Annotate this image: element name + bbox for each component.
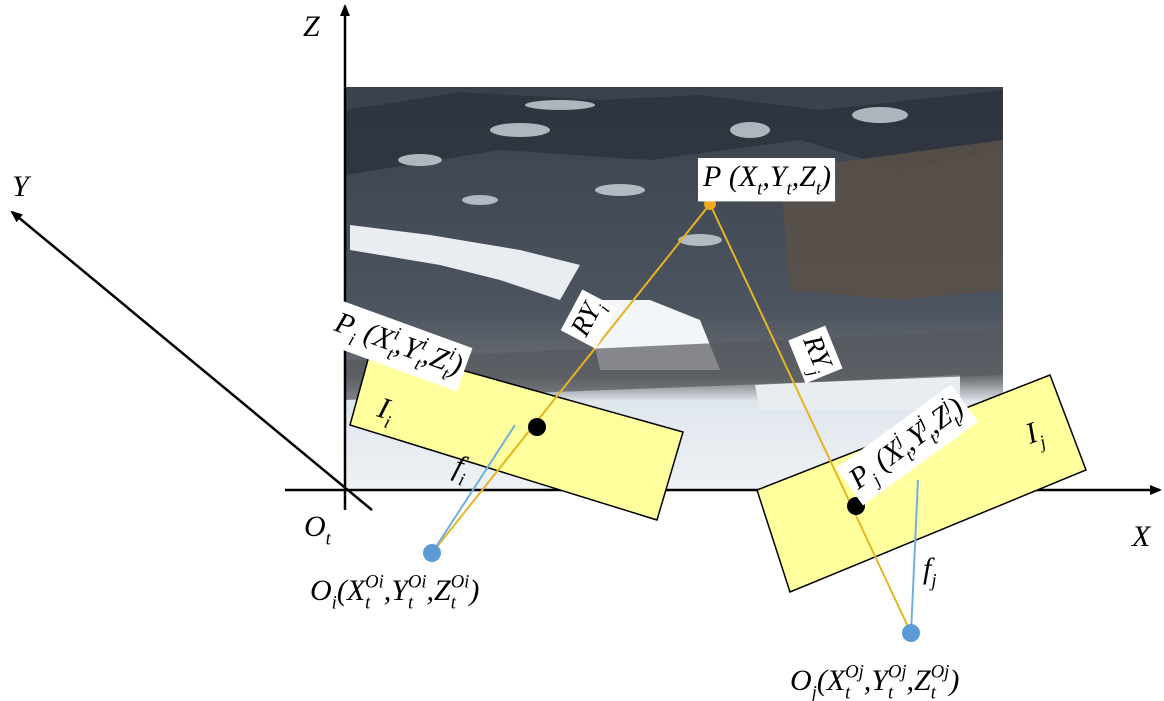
label-piece: t — [451, 592, 457, 613]
axis-y-label-text: Y — [12, 170, 32, 203]
axis-x-label-text: X — [1131, 520, 1152, 553]
label-piece: Oi — [408, 571, 427, 592]
axis-z-label-text: Z — [303, 10, 320, 43]
label-piece: Y — [12, 170, 32, 203]
label-piece: Oi — [451, 571, 470, 592]
label-piece: Z — [799, 160, 816, 193]
label-piece: ) — [947, 664, 959, 697]
label-piece: t — [365, 592, 371, 613]
label-piece: Oj — [888, 661, 907, 682]
label-piece: X — [346, 574, 367, 607]
label-piece: Z — [914, 664, 931, 697]
axis-z-label: Z — [303, 10, 320, 43]
label-piece: Z — [434, 574, 451, 607]
axis-x-label: X — [1131, 520, 1152, 553]
focal-j-label: fj — [923, 552, 937, 591]
focal-j-label-text: fj — [923, 552, 937, 591]
label-piece: Oi — [365, 571, 384, 592]
label-piece: t — [931, 682, 937, 701]
center-j-label-text: Oj(XtOj, YtOj, ZtOj) — [790, 661, 959, 701]
label-piece: P — [702, 160, 721, 193]
label-piece: ) — [467, 574, 479, 607]
label-piece: O — [310, 574, 332, 607]
label-piece: t — [888, 682, 894, 701]
center-i-label-text: Oi(XtOi, YtOi, ZtOi) — [310, 571, 479, 613]
axis-y-label: Y — [12, 170, 32, 203]
label-piece: Oj — [931, 661, 950, 682]
point-p-label: P (Xt, Yt, Zt) — [698, 158, 835, 201]
label-piece: j — [810, 682, 817, 701]
label-piece: X — [738, 160, 759, 193]
label-piece: j — [929, 570, 936, 591]
label-piece: t — [408, 592, 414, 613]
center-i-label: Oi(XtOi, YtOi, ZtOi) — [310, 571, 479, 613]
label-piece: X — [1131, 520, 1152, 553]
label-piece: Oj — [845, 661, 864, 682]
label-piece: O — [790, 664, 812, 697]
origin-label-text: Ot — [304, 510, 332, 549]
origin-label: Ot — [304, 510, 332, 549]
center-j-label: Oj(XtOj, YtOj, ZtOj) — [790, 661, 959, 701]
label-piece: O — [304, 510, 326, 543]
label-piece: t — [326, 528, 332, 549]
diagram: ZYXOtP (Xt, Yt, Zt)Pi (Xti,Yti,Zti)IiRYi… — [0, 0, 1164, 701]
label-piece: X — [826, 664, 847, 697]
label-piece: t — [845, 682, 851, 701]
label-piece: ) — [819, 160, 831, 193]
label-piece: Z — [303, 10, 320, 43]
